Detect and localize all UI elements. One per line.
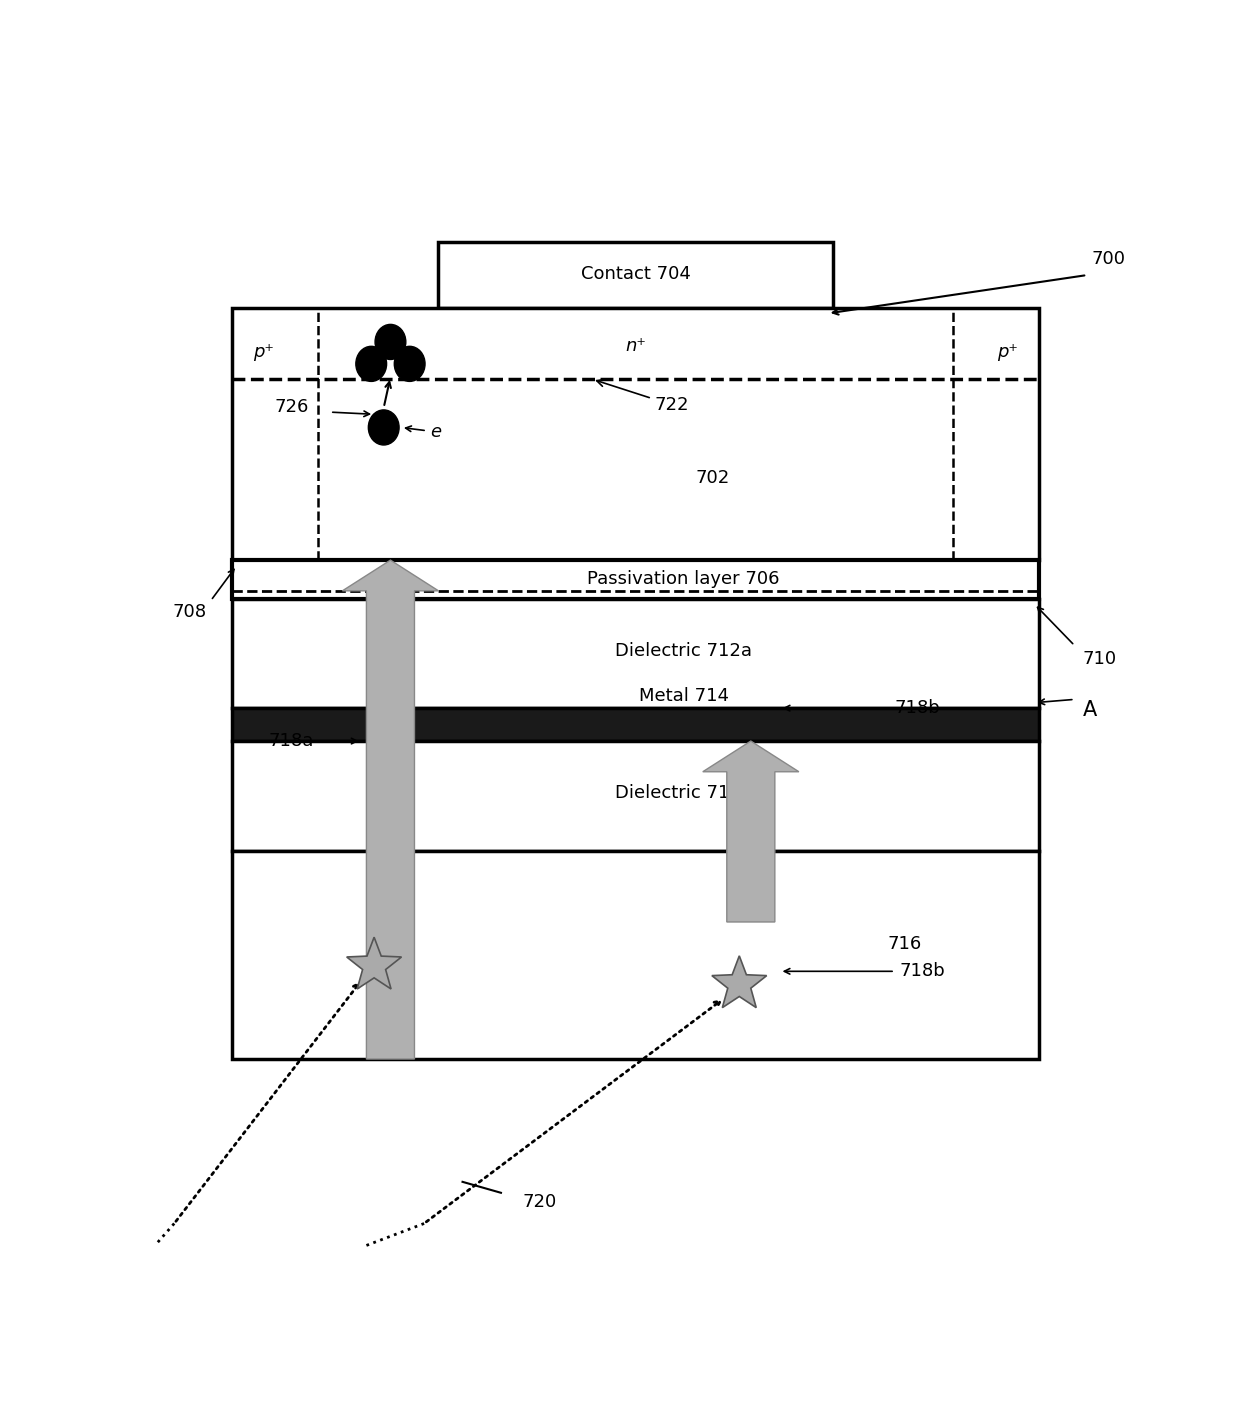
Bar <box>232 308 1039 560</box>
Text: Metal 714: Metal 714 <box>639 688 729 705</box>
Bar <box>232 740 1039 850</box>
Text: p⁺: p⁺ <box>997 343 1018 360</box>
Circle shape <box>356 346 387 382</box>
Text: Contact 704: Contact 704 <box>580 265 691 283</box>
Bar <box>232 708 1039 740</box>
Circle shape <box>394 346 425 382</box>
Text: 722: 722 <box>596 379 689 414</box>
Text: 710: 710 <box>1083 649 1116 668</box>
Circle shape <box>368 410 399 444</box>
Text: 726: 726 <box>274 397 309 416</box>
Polygon shape <box>347 937 402 990</box>
Text: 700: 700 <box>1092 249 1126 268</box>
Bar <box>232 598 1039 708</box>
Text: 702: 702 <box>696 468 729 487</box>
Text: Passivation layer 706: Passivation layer 706 <box>588 570 780 588</box>
Text: A: A <box>1083 701 1096 721</box>
Polygon shape <box>712 956 766 1008</box>
Text: 716: 716 <box>888 936 921 953</box>
Text: n⁺: n⁺ <box>625 337 646 356</box>
FancyArrow shape <box>703 740 799 921</box>
Bar <box>439 242 832 308</box>
Bar <box>232 850 1039 1059</box>
Text: 718b: 718b <box>900 963 946 980</box>
Text: Dielectric 712b: Dielectric 712b <box>615 783 753 802</box>
FancyArrow shape <box>342 560 439 1059</box>
Text: 718a: 718a <box>269 732 314 750</box>
Text: 720: 720 <box>522 1192 557 1210</box>
Text: e: e <box>430 423 441 441</box>
Text: p⁺: p⁺ <box>253 343 274 360</box>
Bar <box>232 560 1039 598</box>
Circle shape <box>374 325 405 359</box>
Text: 708: 708 <box>172 602 206 621</box>
Text: 718b: 718b <box>895 699 941 718</box>
Text: Dielectric 712a: Dielectric 712a <box>615 642 751 661</box>
